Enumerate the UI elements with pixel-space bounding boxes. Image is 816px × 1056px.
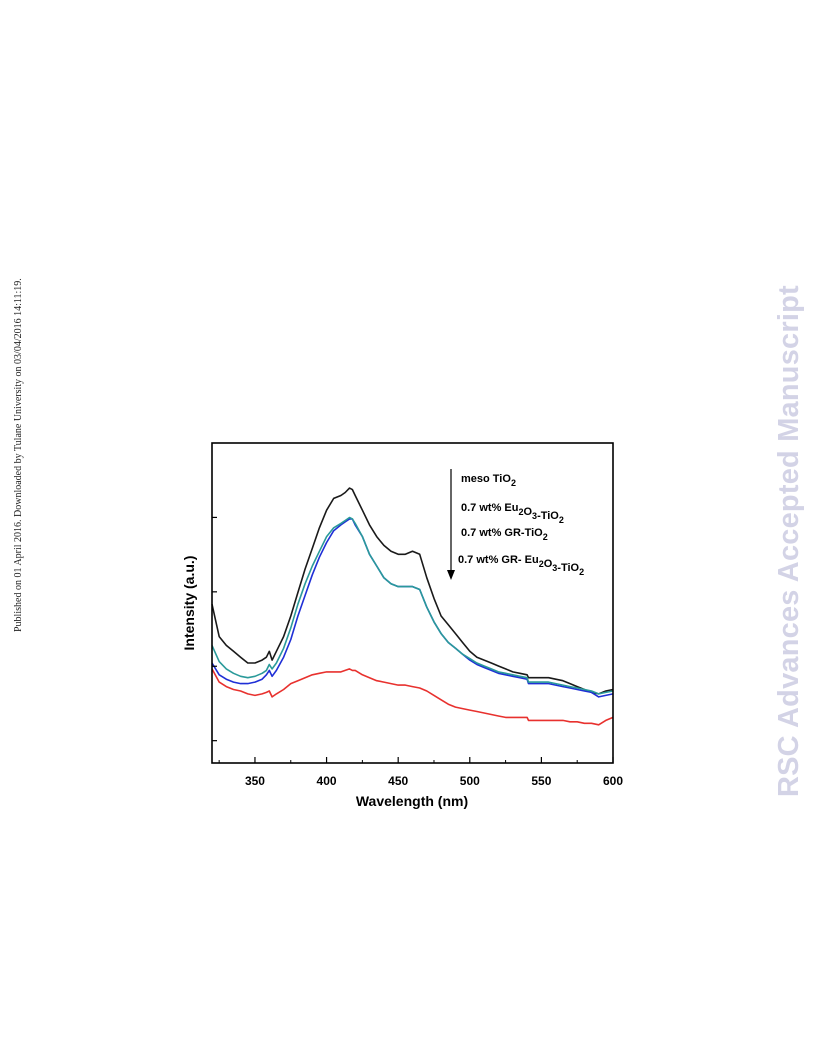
tick-layer: 350 400 450 500 550 600: [212, 516, 623, 788]
x-tick-label: 450: [388, 774, 408, 788]
legend-entry-4: 0.7 wt% GR- Eu2O3-TiO2: [458, 554, 584, 577]
x-tick-label: 400: [317, 774, 337, 788]
x-tick-label: 550: [531, 774, 551, 788]
legend-entry-1: meso TiO2: [461, 473, 516, 488]
series-line-2: [211, 668, 614, 726]
figure-background: [176, 438, 625, 812]
legend: meso TiO2 0.7 wt% Eu2O3-TiO2 0.7 wt% GR-Ti…: [447, 469, 584, 580]
x-tick-label: 500: [460, 774, 480, 788]
legend-arrow-head: [447, 570, 455, 580]
series-layer: [211, 487, 614, 726]
x-tick-label: 600: [603, 774, 623, 788]
legend-entry-3: 0.7 wt% GR-TiO2: [461, 527, 548, 542]
series-line-4: [211, 516, 614, 695]
x-tick-label: 350: [245, 774, 265, 788]
plot-frame: [211, 442, 614, 764]
y-axis-label: Intensity (a.u.): [181, 556, 197, 651]
x-axis-label: Wavelength (nm): [356, 793, 468, 809]
legend-entry-2: 0.7 wt% Eu2O3-TiO2: [461, 502, 564, 525]
series-line-1: [211, 487, 614, 695]
